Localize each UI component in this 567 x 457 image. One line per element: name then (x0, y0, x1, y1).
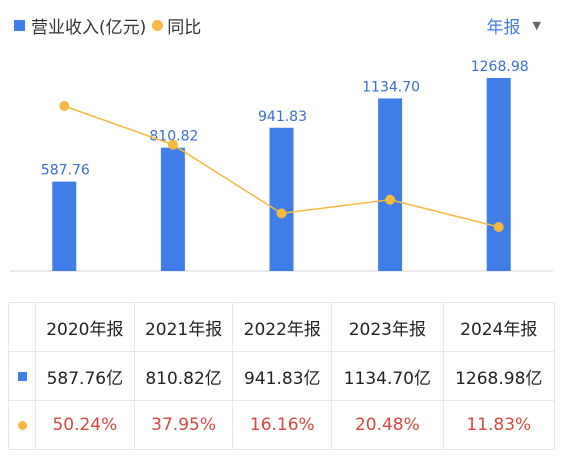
yoy-cell: 50.24% (35, 400, 135, 450)
revenue-cell: 587.76亿 (35, 351, 135, 401)
revenue-row-marker (8, 351, 36, 401)
yoy-row-marker (8, 400, 36, 450)
yoy-cell: 37.95% (133, 400, 234, 450)
yoy-cell: 20.48% (331, 400, 444, 450)
yoy-legend-marker (152, 19, 164, 31)
revenue-bar (160, 147, 185, 271)
table-yoy-row: 50.24% 37.95% 16.16% 20.48% 11.83% (8, 400, 556, 450)
bar-value-label: 587.76 (41, 163, 90, 179)
revenue-cell: 941.83亿 (232, 351, 333, 401)
table-header-cell: 2024年报 (442, 302, 556, 352)
revenue-cell: 810.82亿 (133, 351, 234, 401)
revenue-cell: 1268.98亿 (442, 351, 556, 401)
period-selector[interactable]: 年报 ▼ (487, 12, 541, 38)
table-header-cell: 2023年报 (331, 302, 444, 352)
data-table: 2020年报 2021年报 2022年报 2023年报 2024年报 587.7… (8, 302, 556, 450)
yoy-cell: 16.16% (232, 400, 333, 450)
period-selector-label: 年报 (486, 17, 521, 38)
table-header-cell: 2022年报 (232, 302, 333, 352)
revenue-bar (378, 98, 403, 271)
yoy-point (385, 194, 396, 205)
bar-value-label: 941.83 (258, 109, 307, 125)
dot-icon (17, 421, 27, 430)
revenue-bar (52, 181, 77, 271)
revenue-legend-label: 营业收入(亿元) (31, 17, 147, 38)
bar-value-label: 1268.98 (471, 59, 529, 75)
table-corner-cell (8, 302, 36, 352)
square-icon (17, 372, 27, 381)
chart-legend: 营业收入(亿元) 同比 (14, 12, 201, 38)
revenue-bar (486, 78, 511, 271)
yoy-point (167, 139, 178, 150)
revenue-cell: 1134.70亿 (331, 351, 444, 401)
caret-down-icon: ▼ (532, 18, 541, 32)
revenue-bar (269, 127, 294, 271)
yoy-cell: 11.83% (442, 400, 556, 450)
table-header-cell: 2021年报 (133, 302, 234, 352)
table-header-row: 2020年报 2021年报 2022年报 2023年报 2024年报 (8, 302, 556, 352)
table-revenue-row: 587.76亿 810.82亿 941.83亿 1134.70亿 1268.98… (8, 351, 556, 401)
yoy-point (493, 222, 504, 232)
yoy-point (59, 101, 70, 111)
yoy-legend-label: 同比 (167, 17, 202, 38)
bar-value-label: 1134.70 (362, 79, 420, 95)
table-header-cell: 2020年报 (35, 302, 135, 352)
revenue-legend-marker (14, 19, 25, 31)
yoy-point (276, 208, 287, 219)
